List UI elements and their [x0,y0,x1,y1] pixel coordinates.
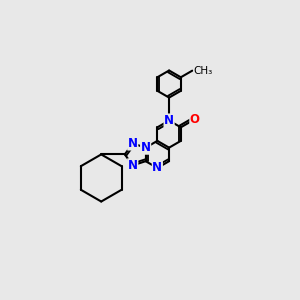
Text: N: N [164,114,174,127]
Text: N: N [128,137,138,150]
Text: N: N [141,141,151,154]
Text: CH₃: CH₃ [194,66,213,76]
Text: N: N [128,159,138,172]
Text: N: N [152,161,162,175]
Text: O: O [190,113,200,126]
